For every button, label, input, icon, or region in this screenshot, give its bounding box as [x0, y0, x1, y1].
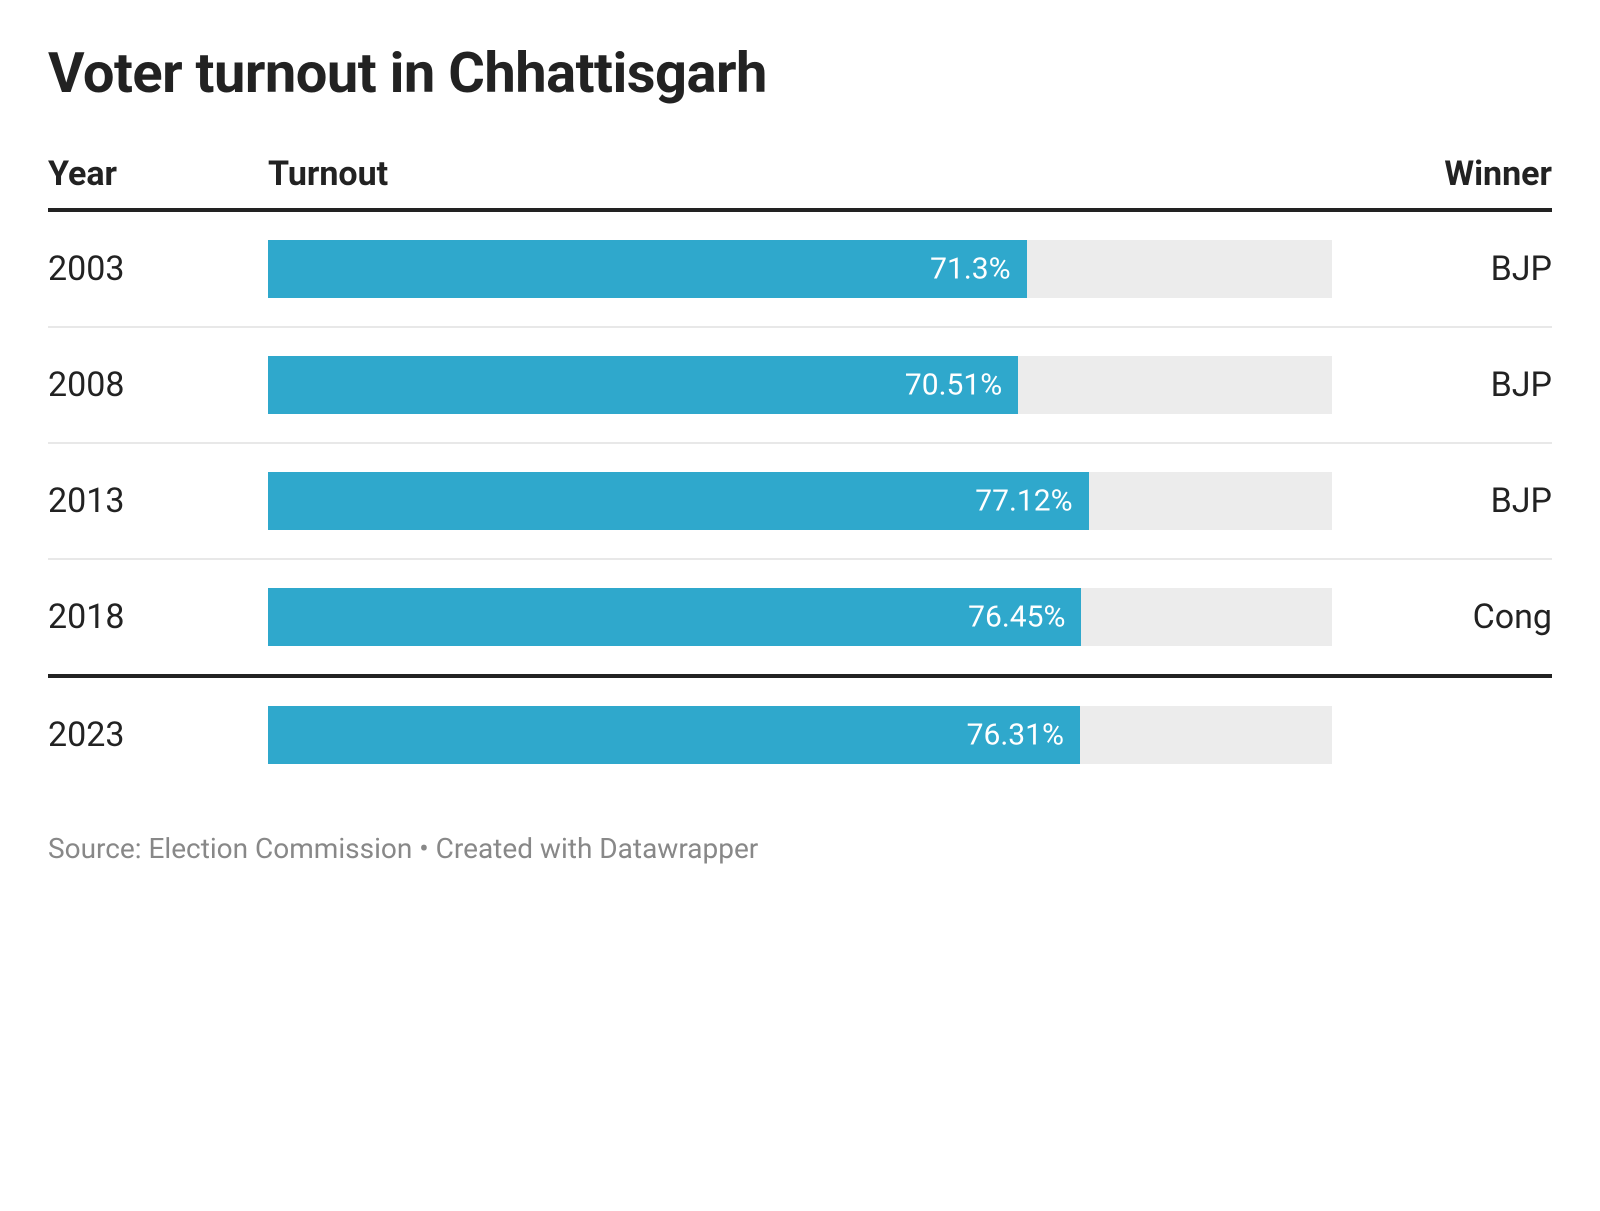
- bar-track: 71.3%: [268, 240, 1332, 298]
- cell-winner: Cong: [1332, 597, 1552, 637]
- cell-turnout-bar: 76.31%: [268, 706, 1332, 764]
- bar-value-label: 77.12%: [975, 484, 1072, 519]
- table-row: 2013 77.12% BJP: [48, 444, 1552, 560]
- turnout-table: Year Turnout Winner 2003 71.3% BJP 2008 70.5…: [48, 154, 1552, 792]
- bar-fill: 70.51%: [268, 356, 1018, 414]
- table-row: 2008 70.51% BJP: [48, 328, 1552, 444]
- cell-turnout-bar: 71.3%: [268, 240, 1332, 298]
- cell-year: 2023: [48, 715, 268, 755]
- bar-fill: 76.45%: [268, 588, 1081, 646]
- bar-value-label: 70.51%: [905, 368, 1002, 403]
- bar-value-label: 76.31%: [967, 718, 1064, 753]
- cell-turnout-bar: 77.12%: [268, 472, 1332, 530]
- bar-track: 77.12%: [268, 472, 1332, 530]
- bar-track: 76.45%: [268, 588, 1332, 646]
- table-row: 2023 76.31%: [48, 678, 1552, 792]
- col-header-winner: Winner: [1332, 154, 1552, 194]
- col-header-turnout: Turnout: [268, 154, 1332, 194]
- cell-winner: BJP: [1332, 249, 1552, 289]
- cell-winner: BJP: [1332, 481, 1552, 521]
- bar-track: 70.51%: [268, 356, 1332, 414]
- table-row: 2003 71.3% BJP: [48, 212, 1552, 328]
- cell-year: 2013: [48, 481, 268, 521]
- bar-fill: 71.3%: [268, 240, 1027, 298]
- cell-turnout-bar: 76.45%: [268, 588, 1332, 646]
- cell-winner: BJP: [1332, 365, 1552, 405]
- bar-value-label: 71.3%: [930, 252, 1010, 287]
- cell-turnout-bar: 70.51%: [268, 356, 1332, 414]
- table-row: 2018 76.45% Cong: [48, 560, 1552, 678]
- chart-title: Voter turnout in Chhattisgarh: [48, 40, 1552, 106]
- cell-year: 2003: [48, 249, 268, 289]
- bar-value-label: 76.45%: [968, 600, 1065, 635]
- source-attribution: Source: Election Commission • Created wi…: [48, 832, 1552, 865]
- cell-year: 2008: [48, 365, 268, 405]
- col-header-year: Year: [48, 154, 268, 194]
- table-header-row: Year Turnout Winner: [48, 154, 1552, 212]
- bar-fill: 76.31%: [268, 706, 1080, 764]
- bar-track: 76.31%: [268, 706, 1332, 764]
- cell-year: 2018: [48, 597, 268, 637]
- bar-fill: 77.12%: [268, 472, 1089, 530]
